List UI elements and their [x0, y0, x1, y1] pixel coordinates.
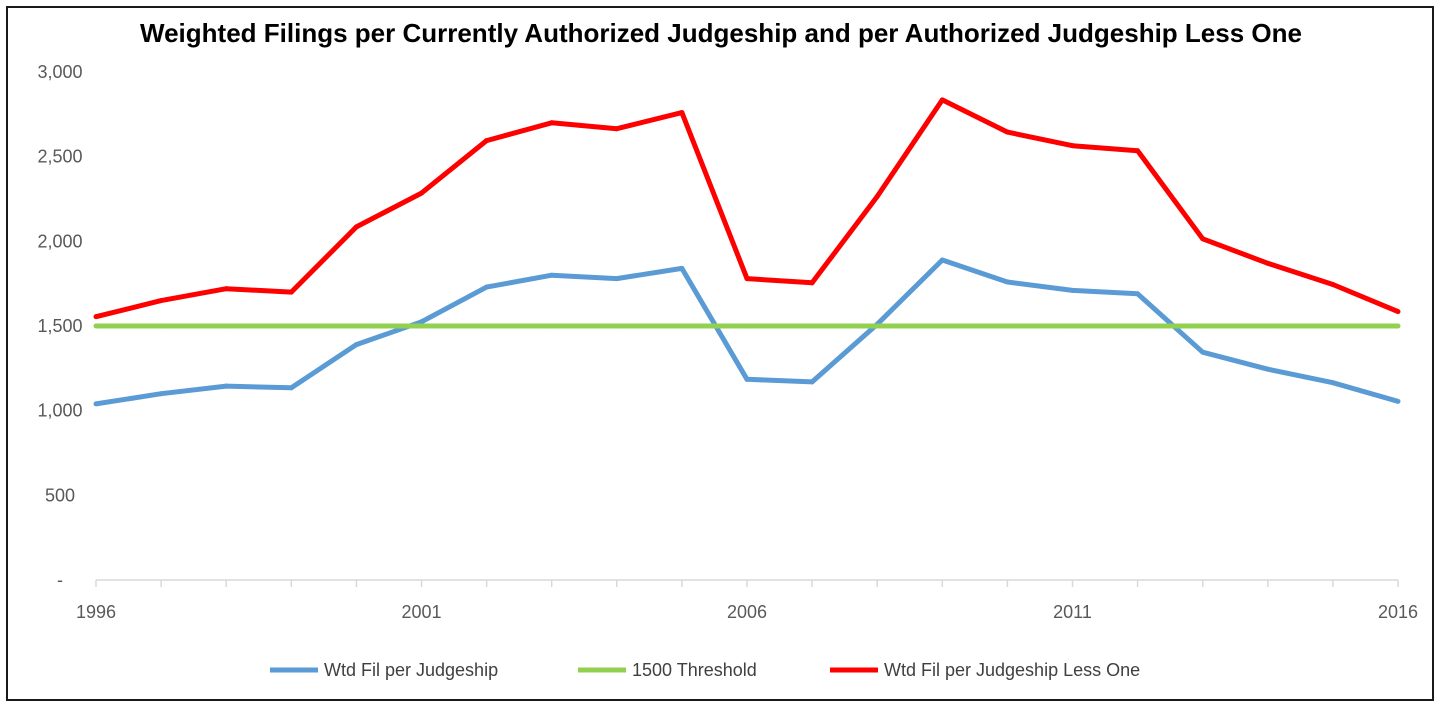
data-point: [1200, 350, 1205, 355]
x-tick-label: 2011: [1053, 602, 1092, 622]
data-point: [224, 384, 229, 389]
data-point: [289, 324, 294, 329]
data-point: [1330, 324, 1335, 329]
x-tick-label: 2006: [727, 602, 767, 622]
data-point: [1396, 324, 1401, 329]
data-point: [810, 324, 815, 329]
data-point: [289, 290, 294, 295]
data-point: [1070, 324, 1075, 329]
data-point: [354, 224, 359, 229]
data-point: [419, 324, 424, 329]
y-axis-ticks: - 500 1,000 1,500 2,000 2,500 3,000: [37, 62, 82, 590]
data-point: [745, 324, 750, 329]
data-point: [289, 385, 294, 390]
data-point: [1265, 367, 1270, 372]
data-point: [810, 280, 815, 285]
data-point: [1330, 282, 1335, 287]
y-tick-label: 2,500: [37, 147, 82, 167]
data-point: [1396, 309, 1401, 314]
data-point: [745, 276, 750, 281]
data-point: [94, 401, 99, 406]
x-tick-label: 1996: [76, 602, 116, 622]
x-tick-label: 2001: [401, 602, 441, 622]
data-point: [1135, 148, 1140, 153]
data-point: [354, 324, 359, 329]
data-point: [810, 379, 815, 384]
data-point: [1200, 324, 1205, 329]
y-tick-label: 500: [45, 485, 75, 505]
x-axis: 1996 2001 2006 2011 2016: [76, 580, 1418, 622]
data-point: [1265, 324, 1270, 329]
data-point: [549, 273, 554, 278]
data-point: [549, 120, 554, 125]
data-point: [679, 266, 684, 271]
series-line: [96, 260, 1398, 404]
series-layer: [94, 97, 1401, 406]
y-tick-label: 1,000: [37, 401, 82, 421]
data-point: [1135, 324, 1140, 329]
data-point: [159, 391, 164, 396]
data-point: [614, 126, 619, 131]
data-point: [679, 110, 684, 115]
data-point: [875, 324, 880, 329]
data-point: [1135, 291, 1140, 296]
data-point: [614, 276, 619, 281]
data-point: [745, 377, 750, 382]
data-point: [940, 97, 945, 102]
series-line: [96, 100, 1398, 317]
y-tick-label: 2,000: [37, 231, 82, 251]
data-point: [1330, 380, 1335, 385]
data-point: [159, 324, 164, 329]
series-group: [94, 97, 1401, 319]
data-point: [940, 324, 945, 329]
data-point: [94, 314, 99, 319]
data-point: [549, 324, 554, 329]
legend: Wtd Fil per Judgeship 1500 Threshold Wtd F…: [270, 660, 1140, 680]
chart-title: Weighted Filings per Currently Authorize…: [140, 18, 1302, 48]
x-tick-label: 2016: [1378, 602, 1418, 622]
data-point: [1200, 236, 1205, 241]
data-point: [679, 324, 684, 329]
data-point: [1005, 130, 1010, 135]
data-point: [484, 285, 489, 290]
data-point: [1396, 399, 1401, 404]
data-point: [875, 194, 880, 199]
y-tick-label: -: [57, 570, 63, 590]
series-group: [94, 324, 1401, 329]
data-point: [484, 324, 489, 329]
data-point: [1005, 279, 1010, 284]
data-point: [940, 257, 945, 262]
y-tick-label: 3,000: [37, 62, 82, 82]
legend-label: 1500 Threshold: [632, 660, 757, 680]
data-point: [484, 138, 489, 143]
data-point: [419, 191, 424, 196]
legend-label: Wtd Fil per Judgeship: [324, 660, 498, 680]
legend-label: Wtd Fil per Judgeship Less One: [884, 660, 1140, 680]
data-point: [1005, 324, 1010, 329]
data-point: [614, 324, 619, 329]
data-point: [1070, 143, 1075, 148]
data-point: [94, 324, 99, 329]
data-point: [1265, 261, 1270, 266]
y-tick-label: 1,500: [37, 316, 82, 336]
data-point: [354, 342, 359, 347]
data-point: [1070, 288, 1075, 293]
data-point: [224, 286, 229, 291]
data-point: [159, 298, 164, 303]
data-point: [224, 324, 229, 329]
